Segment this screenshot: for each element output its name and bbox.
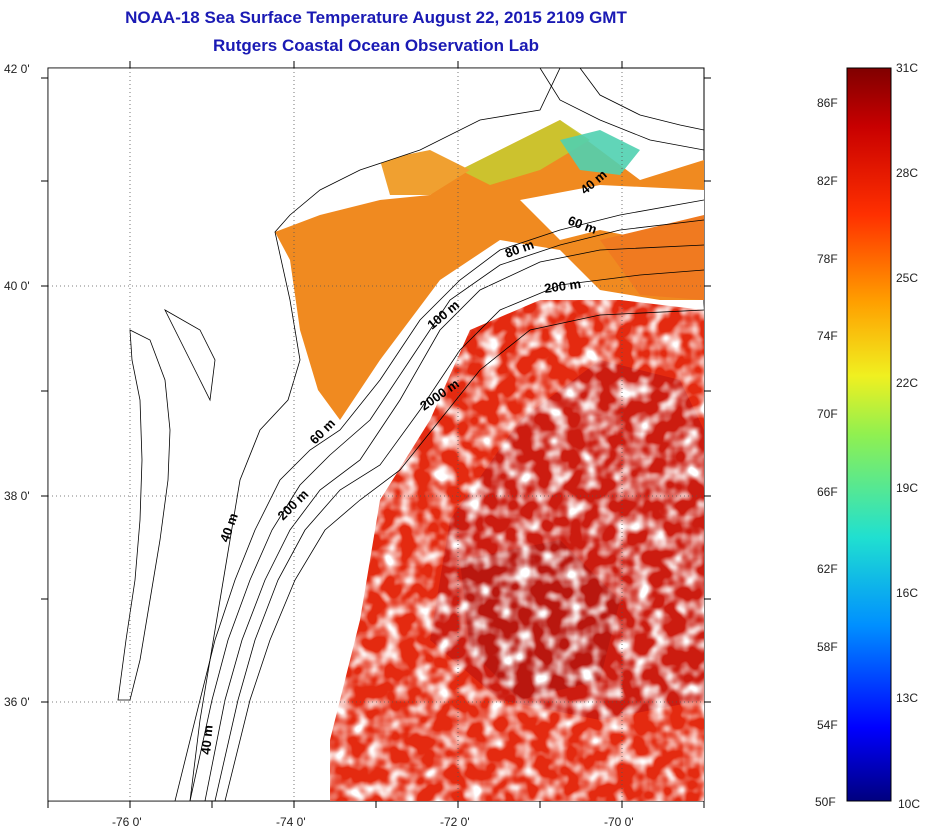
map-subtitle: Rutgers Coastal Ocean Observation Lab (213, 36, 539, 55)
colorbar-fahrenheit-label: 54F (817, 718, 838, 732)
colorbar-fahrenheit-label: 70F (817, 407, 838, 421)
lon-label: -74 0' (276, 815, 306, 829)
contour-label: 200 m (543, 276, 582, 296)
shelf-sst-field (275, 120, 704, 420)
colorbar-celsius-label: 28C (896, 166, 919, 180)
bathymetry-contours (174, 68, 704, 801)
landmass (48, 68, 561, 801)
colorbar-fahrenheit-label: 74F (817, 329, 838, 343)
colorbar-fahrenheit-label: 58F (817, 640, 838, 654)
delaware-bay (164, 308, 216, 402)
colorbar (846, 67, 892, 802)
colorbar-fahrenheit-label: 82F (817, 174, 838, 188)
colorbar-celsius-label: 13C (896, 691, 919, 705)
lat-label: 36 0' (4, 695, 30, 709)
graticule (48, 68, 704, 801)
colorbar-celsius-label: 22C (896, 376, 919, 390)
colorbar-celsius-label: 19C (896, 481, 919, 495)
cloud-mask (330, 300, 704, 801)
lon-label: -70 0' (604, 815, 634, 829)
colorbar-celsius-label: 16C (896, 586, 919, 600)
lat-label: 42 0' (4, 62, 30, 76)
colorbar-fahrenheit-label: 66F (817, 485, 838, 499)
map-title: NOAA-18 Sea Surface Temperature August 2… (125, 8, 627, 27)
lat-label: 40 0' (4, 279, 30, 293)
axis-ticks (41, 61, 711, 808)
lon-label: -72 0' (440, 815, 470, 829)
contour-label: 40 m (198, 724, 216, 755)
lon-label: -76 0' (112, 815, 142, 829)
colorbar-fahrenheit-label: 50F (815, 795, 836, 809)
colorbar-celsius-label: 31C (896, 61, 919, 75)
colorbar-fahrenheit-label: 78F (817, 252, 838, 266)
colorbar-fahrenheit-label: 86F (817, 96, 838, 110)
colorbar-celsius-label: 10C (898, 797, 921, 811)
colorbar-fahrenheit-label: 62F (817, 562, 838, 576)
lat-label: 38 0' (4, 489, 30, 503)
colorbar-celsius-label: 25C (896, 271, 919, 285)
